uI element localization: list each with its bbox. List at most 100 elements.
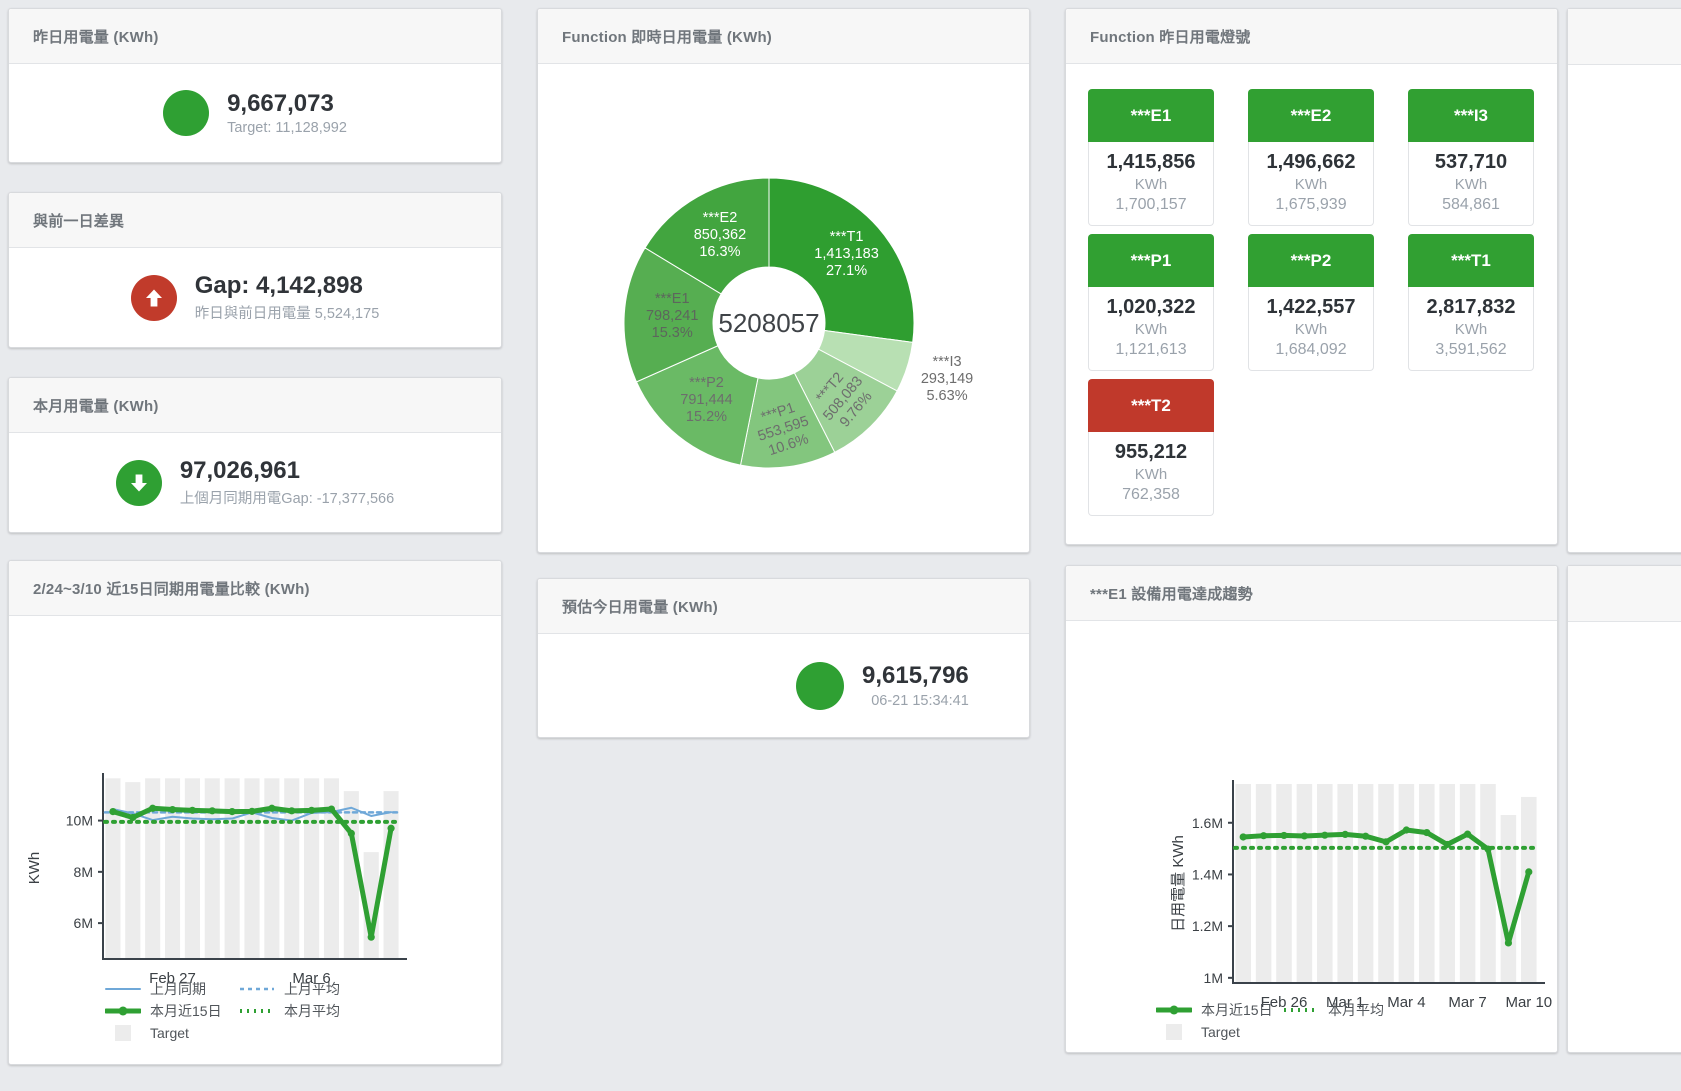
panel-yesterday-lights-title[interactable]: Function 昨日用電燈號 bbox=[1090, 28, 1251, 46]
light-tile-value: 1,020,322 bbox=[1106, 296, 1196, 318]
panel-yesterday-lights: Function 昨日用電燈號 ***E1 1,415,856 KWh 1,700,1… bbox=[1065, 8, 1558, 545]
donut-slice-label: ***P2 791,444 15.2% bbox=[680, 375, 732, 425]
month-usage-subtitle: 上個月同期用電Gap: -17,377,566 bbox=[179, 491, 395, 508]
compare-target-bars bbox=[105, 778, 399, 959]
light-tile-body: 955,212 KWh 762,358 bbox=[1088, 432, 1214, 516]
panel-header: 預估今日用電量 (KWh) bbox=[538, 579, 1029, 634]
light-tile-body: 1,020,322 KWh 1,121,613 bbox=[1088, 287, 1214, 371]
donut-slice-T1 bbox=[768, 177, 915, 343]
panel-realtime-donut-title[interactable]: Function 即時日用電量 (KWh) bbox=[562, 28, 772, 46]
chart-text: 1M bbox=[1204, 970, 1223, 986]
donut-svg: ***T1 1,413,183 27.1%***I3 293,149 5.63%***T… bbox=[623, 177, 973, 469]
status-green-circle-icon bbox=[796, 661, 844, 710]
light-tile-unit: KWh bbox=[1454, 176, 1488, 193]
light-tile-value: 1,496,662 bbox=[1266, 151, 1356, 173]
estimate-today-timestamp: 06-21 15:34:41 bbox=[871, 692, 969, 709]
panel-15day-comparison-title[interactable]: 2/24~3/10 近15日同期用電量比較 (KWh) bbox=[33, 580, 310, 598]
legend-item[interactable]: 上月平均 bbox=[239, 979, 340, 999]
yesterday-usage-value: 9,667,073 bbox=[227, 89, 334, 117]
comparison-chart: 6M 8M 10M Feb 27 Mar 6 KWh bbox=[9, 616, 501, 1016]
panel-month-usage-title[interactable]: 本月用電量 (KWh) bbox=[33, 397, 159, 415]
legend-item[interactable]: 上月同期 bbox=[105, 979, 239, 999]
trend-target-bars bbox=[1235, 784, 1537, 983]
legend-row: Target bbox=[1156, 1021, 1384, 1043]
legend-item[interactable]: 本月平均 bbox=[1283, 1000, 1384, 1020]
yesterday-usage-target: Target: 11,128,992 bbox=[227, 120, 347, 137]
donut-slice-E1 bbox=[623, 247, 722, 383]
chart-text: 1.2M bbox=[1192, 918, 1223, 934]
light-tile-P2: ***P2 1,422,557 KWh 1,684,092 bbox=[1248, 234, 1374, 371]
light-tile-T2: ***T2 955,212 KWh 762,358 bbox=[1088, 379, 1214, 516]
chart-text: Mar 4 bbox=[1387, 994, 1425, 1011]
light-tile-unit: KWh bbox=[1294, 176, 1328, 193]
light-tile-body: 537,710 KWh 584,861 bbox=[1408, 142, 1534, 226]
light-tile-target: 3,591,562 bbox=[1435, 341, 1507, 358]
chart-text: Mar 7 bbox=[1448, 994, 1486, 1011]
light-tile-name: ***T2 bbox=[1088, 379, 1214, 432]
panel-realtime-donut: Function 即時日用電量 (KWh) ***T1 1,413,183 27.1… bbox=[537, 8, 1030, 553]
panel-header: 2/24~3/10 近15日同期用電量比較 (KWh) bbox=[9, 561, 501, 616]
panel-header: Function 即時日用電量 (KWh) bbox=[538, 9, 1029, 64]
legend-line-icon bbox=[1284, 1008, 1318, 1012]
light-tile-unit: KWh bbox=[1134, 176, 1168, 193]
donut-slice-E2 bbox=[644, 177, 770, 295]
light-tile-target: 1,684,092 bbox=[1275, 341, 1347, 358]
light-tile-name: ***E2 bbox=[1248, 89, 1374, 142]
chart-text: 6M bbox=[74, 915, 93, 931]
legend-item[interactable]: 本月平均 bbox=[239, 1001, 340, 1021]
panel-yesterday-title[interactable]: 昨日用電量 (KWh) bbox=[33, 28, 159, 46]
month-usage-value: 97,026,961 bbox=[179, 456, 300, 484]
trend-svg: 1M 1.2M 1.4M 1.6M Feb 26 Mar 1 Mar 4 Mar 7 Mar 1… bbox=[1170, 780, 1552, 1011]
day-gap-value: Gap: 4,142,898 bbox=[194, 271, 363, 299]
legend-line-icon bbox=[105, 988, 141, 990]
legend-row: 本月近15日 本月平均 bbox=[105, 1000, 340, 1022]
arrow-up-icon bbox=[130, 274, 177, 321]
light-tile-value: 1,415,856 bbox=[1106, 151, 1196, 173]
panel-e1-trend-title[interactable]: ***E1 設備用電達成趨勢 bbox=[1090, 585, 1253, 603]
light-tile-value: 1,422,557 bbox=[1266, 296, 1356, 318]
light-tile-value: 955,212 bbox=[1114, 441, 1188, 463]
donut-hole bbox=[714, 268, 824, 378]
panel-day-gap: 與前一日差異 Gap: 4,142,898 昨日與前日用電量 5,524,175 bbox=[8, 192, 502, 348]
light-tile-name: ***P2 bbox=[1248, 234, 1374, 287]
chart-text: Feb 27 bbox=[149, 970, 196, 987]
panel-day-gap-title[interactable]: 與前一日差異 bbox=[33, 212, 125, 230]
panel-month-usage: 本月用電量 (KWh) 97,026,961 上個月同期用電Gap: -17,3… bbox=[8, 377, 502, 533]
legend-line-icon bbox=[1156, 1005, 1192, 1015]
chart-text: Feb 26 bbox=[1261, 994, 1308, 1011]
partial-card-top bbox=[1567, 8, 1681, 553]
panel-e1-trend: ***E1 設備用電達成趨勢 1M 1.2M 1.4M 1.6M Feb 26 Mar 1… bbox=[1065, 565, 1558, 1053]
chart-text: 5208057 bbox=[718, 308, 819, 338]
donut-slice-label: ***E1 798,241 15.3% bbox=[646, 291, 698, 341]
light-tile-unit: KWh bbox=[1454, 321, 1488, 338]
panel-15day-comparison: 2/24~3/10 近15日同期用電量比較 (KWh) 6M 8M 10M Feb 2… bbox=[8, 560, 502, 1065]
compare-ylabel: KWh bbox=[26, 852, 43, 885]
light-tile-body: 1,415,856 KWh 1,700,157 bbox=[1088, 142, 1214, 226]
light-tile-P1: ***P1 1,020,322 KWh 1,121,613 bbox=[1088, 234, 1214, 371]
legend-row: Target bbox=[105, 1022, 340, 1044]
arrow-down-icon bbox=[115, 459, 162, 506]
legend-box-icon bbox=[1166, 1024, 1182, 1040]
light-tile-I3: ***I3 537,710 KWh 584,861 bbox=[1408, 89, 1534, 226]
panel-estimate-today-title[interactable]: 預估今日用電量 (KWh) bbox=[562, 598, 718, 616]
light-tile-target: 762,358 bbox=[1122, 486, 1180, 503]
panel-header: 與前一日差異 bbox=[9, 193, 501, 248]
legend-item[interactable]: 本月近15日 bbox=[105, 1001, 239, 1021]
light-tile-name: ***E1 bbox=[1088, 89, 1214, 142]
light-tile-body: 2,817,832 KWh 3,591,562 bbox=[1408, 287, 1534, 371]
partial-card-bottom bbox=[1567, 565, 1681, 1053]
light-tile-target: 584,861 bbox=[1442, 196, 1500, 213]
panel-yesterday-usage: 昨日用電量 (KWh) 9,667,073 Target: 11,128,992 bbox=[8, 8, 502, 163]
light-tile-T1: ***T1 2,817,832 KWh 3,591,562 bbox=[1408, 234, 1534, 371]
legend-item[interactable]: 本月近15日 bbox=[1156, 1000, 1283, 1020]
legend-item[interactable]: Target bbox=[1156, 1024, 1240, 1040]
legend-label: 本月近15日 bbox=[1201, 1002, 1273, 1018]
legend-label: 本月近15日 bbox=[150, 1003, 222, 1019]
legend-row: 本月近15日 本月平均 bbox=[1156, 999, 1384, 1021]
legend-item[interactable]: Target bbox=[105, 1025, 189, 1041]
chart-text: 1.6M bbox=[1192, 815, 1223, 831]
legend-label: 上月平均 bbox=[284, 981, 340, 997]
light-tile-target: 1,700,157 bbox=[1115, 196, 1187, 213]
light-tile-body: 1,496,662 KWh 1,675,939 bbox=[1248, 142, 1374, 226]
panel-header: Function 昨日用電燈號 bbox=[1066, 9, 1557, 64]
